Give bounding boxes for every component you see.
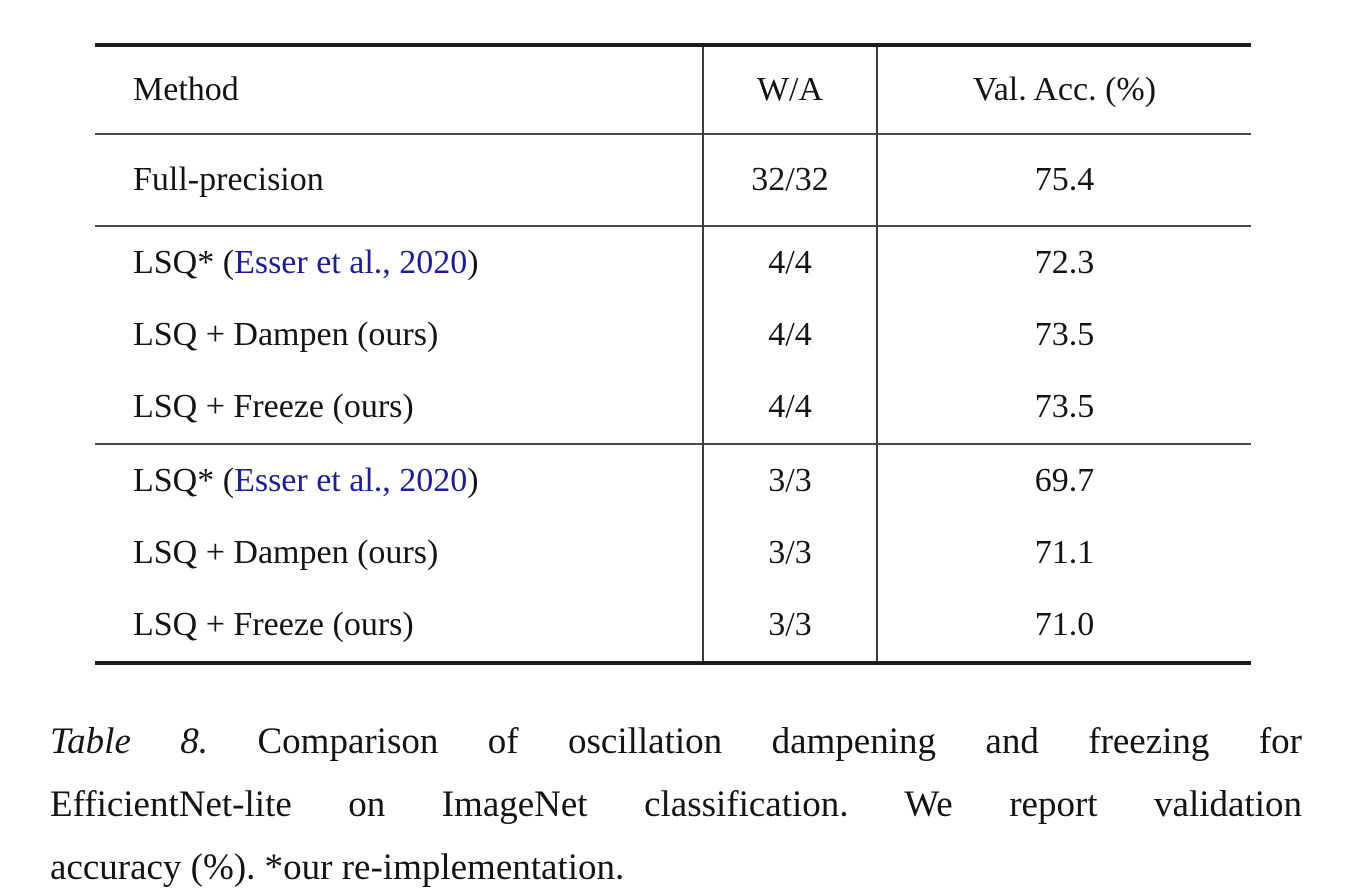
wa-cell: 32/32 [702,134,878,226]
method-cell: LSQ + Dampen (ours) [133,534,439,571]
section-full-precision: Full-precision 32/32 75.4 [95,134,1251,226]
wa-cell: 3/3 [702,517,878,589]
section-3bit: LSQ* (Esser et al., 2020) 3/3 69.7 LSQ +… [95,444,1251,663]
acc-cell: 69.7 [1034,462,1095,499]
table-caption: Table 8. Comparison of oscillation dampe… [50,710,1302,890]
method-cell: LSQ + Freeze (ours) [133,388,414,425]
results-table-container: Method W/A Val. Acc. (%) Full-precision … [95,43,1251,665]
column-header-wa: W/A [702,45,878,134]
caption-line-3: accuracy (%). *our re-implementation. [50,847,625,888]
wa-cell: 3/3 [702,589,878,663]
acc-cell: 75.4 [1034,161,1095,198]
method-text: ) [467,244,479,281]
caption-line-1: Table 8. Comparison of oscillation dampe… [50,710,1302,773]
acc-cell: 73.5 [1034,316,1095,353]
table-row: Full-precision 32/32 75.4 [95,134,1251,226]
table-row: LSQ + Freeze (ours) 4/4 73.5 [95,371,1251,444]
wa-cell: 3/3 [702,444,878,517]
table-row: LSQ + Freeze (ours) 3/3 71.0 [95,589,1251,663]
table-caption-label: Table 8. [50,721,209,762]
section-4bit: LSQ* (Esser et al., 2020) 4/4 72.3 LSQ +… [95,226,1251,444]
method-cell: LSQ + Dampen (ours) [133,316,439,353]
citation-link-esser-2020[interactable]: Esser et al., 2020 [234,462,468,499]
method-text: LSQ* ( [133,244,235,281]
table-row: LSQ + Dampen (ours) 4/4 73.5 [95,299,1251,371]
table-row: LSQ + Dampen (ours) 3/3 71.1 [95,517,1251,589]
acc-cell: 71.1 [1034,534,1095,571]
table-row: LSQ* (Esser et al., 2020) 4/4 72.3 [95,226,1251,299]
acc-cell: 73.5 [1034,388,1095,425]
header-row: Method W/A Val. Acc. (%) [95,45,1251,134]
wa-cell: 4/4 [702,299,878,371]
method-cell: LSQ + Freeze (ours) [133,606,414,643]
caption-text: Comparison of oscillation dampening and … [257,721,1302,762]
table-header: Method W/A Val. Acc. (%) [95,45,1251,134]
column-header-val-acc: Val. Acc. (%) [972,71,1157,108]
wa-cell: 4/4 [702,226,878,299]
column-header-method: Method [133,71,239,108]
method-text: ) [467,462,479,499]
method-cell: Full-precision [133,161,324,198]
results-table: Method W/A Val. Acc. (%) Full-precision … [95,43,1251,665]
method-text: LSQ* ( [133,462,235,499]
acc-cell: 71.0 [1034,606,1095,643]
method-cell: LSQ* (Esser et al., 2020) [95,226,703,299]
citation-link-esser-2020[interactable]: Esser et al., 2020 [234,244,468,281]
method-cell: LSQ* (Esser et al., 2020) [95,444,703,517]
caption-line-2: EfficientNet-lite on ImageNet classifica… [50,784,1302,825]
table-row: LSQ* (Esser et al., 2020) 3/3 69.7 [95,444,1251,517]
acc-cell: 72.3 [1034,244,1095,281]
wa-cell: 4/4 [702,371,878,444]
